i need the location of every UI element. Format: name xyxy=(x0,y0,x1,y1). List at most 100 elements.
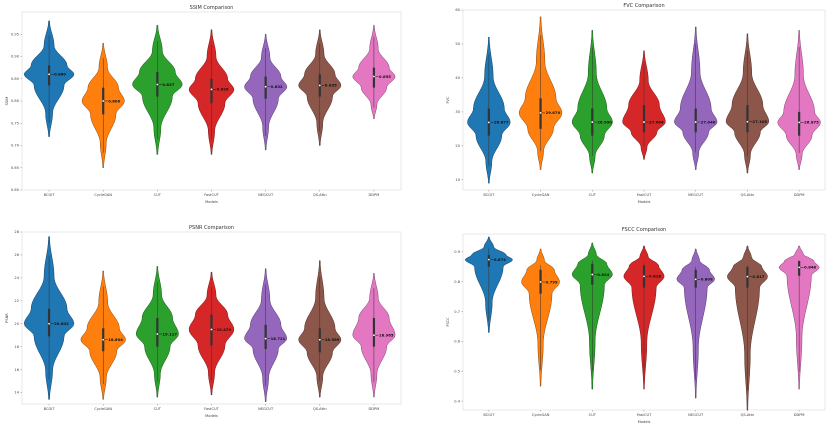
fvc-ytick-label: 30 xyxy=(455,110,460,114)
fscc-xtick-label-negcut: NEGCUT xyxy=(688,413,704,417)
psnr-chart-panel: PSNR Comparison 14 16 18 20 22 24 26 28 PSNR Model… xyxy=(0,216,415,432)
fscc-median-dot-cyclegan xyxy=(539,281,542,283)
fvc-xtick-label-ddpm: DDPM xyxy=(794,193,805,197)
psnr-xtick-label-negcut: NEGCUT xyxy=(258,407,274,411)
ssim-median-label-cyclegan: 0.800 xyxy=(108,98,120,103)
fvc-median-label-negcut: 27.040 xyxy=(701,119,716,124)
ssim-median-label-cut: 0.837 xyxy=(162,82,174,87)
fvc-xtick-label-bcgit: BCGIT xyxy=(483,193,495,197)
fscc-median-label-ddpm: 0.848 xyxy=(804,265,816,270)
fscc-median-label-cyclegan: 0.799 xyxy=(546,279,558,284)
psnr-ytick-label: 14 xyxy=(14,391,19,395)
ssim-median-label-ddpm: 0.855 xyxy=(379,74,391,79)
psnr-xtick-label-cyclegan: CycleGAN xyxy=(94,407,112,411)
ssim-xtick-label-qs-attn: QS-Attn xyxy=(313,193,327,197)
fvc-ytick-label: 10 xyxy=(455,178,460,182)
fscc-iqr-box-bcgit xyxy=(487,254,490,267)
fscc-median-dot-ddpm xyxy=(798,266,801,269)
psnr-ytick-label: 24 xyxy=(14,276,19,280)
ssim-xtick-label-cyclegan: CycleGAN xyxy=(94,193,112,197)
psnr-median-label-cyclegan: 18.604 xyxy=(108,337,123,342)
psnr-chart-svg: PSNR Comparison 14 16 18 20 22 24 26 28 PSNR Model… xyxy=(5,225,402,418)
fscc-xtick-label-bcgit: BCGIT xyxy=(483,413,495,417)
ssim-median-dot-cyclegan xyxy=(102,100,105,102)
ssim-ytick-label: 0.95 xyxy=(11,32,19,36)
fscc-median-label-negcut: 0.808 xyxy=(701,277,713,282)
psnr-ytick-label: 20 xyxy=(14,322,19,326)
psnr-median-dot-ddpm xyxy=(373,334,375,337)
fscc-xtick-label-ddpm: DDPM xyxy=(794,413,805,417)
fscc-ytick-label: 0.9 xyxy=(454,250,460,254)
fscc-y-axis-label: FSCC xyxy=(446,317,450,327)
psnr-chart-title: PSNR Comparison xyxy=(189,225,234,231)
fvc-chart-panel: FVC Comparison 10 20 30 40 50 60 FVC Models 26.87… xyxy=(415,0,831,216)
ssim-ytick-label: 0.60 xyxy=(11,188,20,192)
fvc-xtick-label-cyclegan: CycleGAN xyxy=(532,193,550,197)
psnr-xtick-label-bcgit: BCGIT xyxy=(44,407,56,411)
fvc-median-label-fastcut: 27.004 xyxy=(649,119,664,124)
ssim-median-dot-qs-attn xyxy=(318,84,321,87)
fvc-x-axis-label: Models xyxy=(638,200,651,204)
fvc-median-label-bcgit: 26.877 xyxy=(494,120,509,125)
ssim-chart-title: SSIM Comparison xyxy=(190,5,234,11)
fscc-median-label-qs-attn: 0.817 xyxy=(752,274,764,279)
ssim-ytick-label: 0.75 xyxy=(11,121,19,125)
psnr-median-label-fastcut: 19.479 xyxy=(217,327,232,332)
fvc-ytick-label: 60 xyxy=(455,8,460,12)
psnr-x-axis-label: Models xyxy=(205,414,218,418)
fscc-median-dot-qs-attn xyxy=(746,275,749,278)
psnr-median-dot-fastcut xyxy=(210,328,213,331)
fvc-median-dot-cyclegan xyxy=(539,112,542,114)
fvc-median-dot-cut xyxy=(591,121,594,123)
ssim-xtick-label-bcgit: BCGIT xyxy=(44,193,56,197)
fvc-median-dot-ddpm xyxy=(798,121,801,124)
psnr-iqr-box-cut xyxy=(156,318,159,347)
fscc-chart-svg: FSCC Comparison 0.4 0.5 0.6 0.7 0.8 0.9 FSCC Mod… xyxy=(446,227,826,424)
psnr-iqr-box-bcgit xyxy=(47,308,51,337)
fvc-ytick-label: 20 xyxy=(455,144,460,148)
fscc-median-dot-negcut xyxy=(694,278,697,281)
psnr-xtick-label-cut: CUT xyxy=(154,407,162,411)
fvc-y-axis-label: FVC xyxy=(446,96,450,104)
psnr-ytick-label: 28 xyxy=(14,230,19,234)
fvc-median-dot-fastcut xyxy=(643,121,645,123)
ssim-median-dot-fastcut xyxy=(210,88,213,91)
fscc-median-dot-bcgit xyxy=(487,258,490,261)
ssim-ytick-label: 0.65 xyxy=(11,166,19,170)
fvc-iqr-box-negcut xyxy=(694,108,697,133)
ssim-median-label-fastcut: 0.826 xyxy=(217,87,229,92)
psnr-median-dot-bcgit xyxy=(48,322,50,325)
psnr-median-dot-negcut xyxy=(264,337,267,340)
ssim-xtick-label-fastcut: FastCUT xyxy=(204,193,219,197)
fscc-median-dot-fastcut xyxy=(643,275,645,278)
psnr-ytick-label: 18 xyxy=(14,345,19,349)
ssim-median-dot-negcut xyxy=(264,85,267,88)
psnr-median-dot-cut xyxy=(156,333,159,335)
ssim-median-dot-cut xyxy=(156,83,159,86)
psnr-iqr-box-ddpm xyxy=(372,318,376,347)
fscc-x-axis-label: Models xyxy=(638,420,651,424)
ssim-y-axis-label: SSIM xyxy=(5,97,9,106)
fscc-ytick-label: 0.8 xyxy=(454,280,460,284)
ssim-xtick-label-negcut: NEGCUT xyxy=(258,193,274,197)
fscc-ytick-label: 0.7 xyxy=(454,310,460,314)
psnr-ytick-label: 22 xyxy=(14,299,19,303)
ssim-iqr-box-fastcut xyxy=(210,78,213,104)
fvc-ytick-label: 40 xyxy=(455,76,460,80)
psnr-median-dot-cyclegan xyxy=(102,338,105,341)
fvc-median-label-ddpm: 26.875 xyxy=(804,120,819,125)
fvc-median-label-cut: 26.990 xyxy=(597,119,612,124)
fvc-iqr-box-qs-attn xyxy=(746,105,749,133)
fvc-median-label-qs-attn: 27.105 xyxy=(752,119,767,124)
ssim-median-label-qs-attn: 0.835 xyxy=(325,83,337,88)
ssim-ytick-label: 0.85 xyxy=(11,77,19,81)
psnr-y-axis-label: PSNR xyxy=(5,313,9,323)
fscc-ytick-label: 0.6 xyxy=(454,340,460,344)
ssim-median-label-bcgit: 0.860 xyxy=(54,72,66,77)
fvc-median-dot-qs-attn xyxy=(746,120,749,123)
ssim-iqr-box-bcgit xyxy=(47,65,51,86)
ssim-median-label-negcut: 0.832 xyxy=(271,84,283,89)
ssim-chart-panel: SSIM Comparison 0.60 0.65 0.70 0.75 0.80 0.85 0… xyxy=(0,0,415,216)
ssim-ytick-label: 0.90 xyxy=(11,55,20,59)
ssim-ytick-label: 0.70 xyxy=(11,144,20,148)
